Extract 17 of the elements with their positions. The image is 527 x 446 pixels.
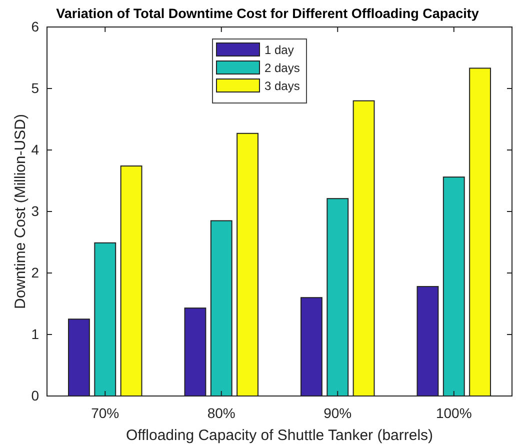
y-tick-label: 1 bbox=[31, 326, 40, 342]
x-axis-title: Offloading Capacity of Shuttle Tanker (barrels) bbox=[126, 427, 434, 444]
legend-label: 2 days bbox=[264, 61, 300, 75]
y-tick-label: 6 bbox=[31, 18, 40, 34]
legend-label: 1 day bbox=[264, 43, 294, 57]
x-tick-label: 80% bbox=[207, 404, 236, 421]
y-axis-title: Downtime Cost (Million-USD) bbox=[12, 114, 29, 310]
y-tick-label: 3 bbox=[31, 202, 40, 219]
y-tick-label: 4 bbox=[31, 141, 40, 158]
chart-title: Variation of Total Downtime Cost for Different Offloading Capacity bbox=[56, 6, 480, 21]
x-tick-label: 70% bbox=[91, 404, 120, 421]
legend-label: 3 days bbox=[264, 79, 300, 93]
x-tick-label: 100% bbox=[436, 404, 472, 421]
y-tick-label: 0 bbox=[31, 387, 40, 404]
y-tick-label: 2 bbox=[31, 264, 40, 280]
y-tick-label: 5 bbox=[31, 80, 40, 96]
x-tick-label: 90% bbox=[324, 404, 352, 421]
